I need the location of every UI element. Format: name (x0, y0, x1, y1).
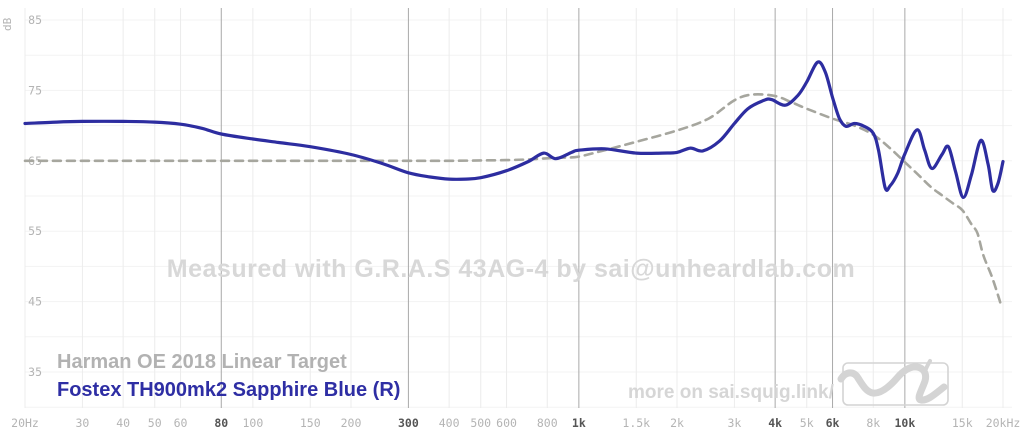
logo-squiggle-spur (922, 359, 932, 377)
y-tick-label: 75 (28, 83, 42, 97)
x-tick-label: 8k (866, 416, 880, 430)
x-tick-label: 15k (952, 416, 973, 430)
x-tick-label: 6k (826, 416, 840, 430)
curve-target (23, 93, 1003, 309)
x-tick-label: 300 (398, 416, 419, 430)
x-tick-label: 30 (75, 416, 89, 430)
y-tick-label: 85 (28, 13, 42, 27)
y-axis-unit-label: dB (1, 17, 14, 31)
x-tick-label: 4k (768, 416, 782, 430)
x-tick-label: 200 (341, 416, 362, 430)
x-tick-label: 20Hz (11, 416, 39, 430)
x-tick-label: 100 (242, 416, 263, 430)
x-tick-label: 80 (214, 416, 228, 430)
branding-link[interactable]: more on sai.squig.link/ (628, 382, 835, 403)
x-tick-label: 40 (116, 416, 130, 430)
x-tick-label: 5k (800, 416, 814, 430)
x-tick-label: 20kHz (986, 416, 1021, 430)
x-tick-label: 60 (174, 416, 188, 430)
curve-headphone (23, 60, 1005, 199)
y-tick-label: 65 (28, 154, 42, 168)
x-tick-label: 10k (894, 416, 915, 430)
x-tick-label: 800 (537, 416, 558, 430)
y-tick-label: 55 (28, 224, 42, 238)
x-tick-label: 1.5k (622, 416, 650, 430)
logo-box (842, 362, 949, 406)
x-tick-label: 400 (439, 416, 460, 430)
grid-layer: 20Hz 30 40 50 60 80 100 150 200 300 400 500 600 800 1k… (11, 8, 1020, 430)
x-tick-label: 1k (572, 416, 586, 430)
x-tick-label: 150 (300, 416, 321, 430)
legend-item-target[interactable]: Harman OE 2018 Linear Target (57, 351, 347, 373)
x-tick-label: 2k (670, 416, 684, 430)
watermark-text: Measured with G.R.A.S 43AG-4 by sai@unhe… (167, 255, 855, 283)
curves-layer (23, 60, 1005, 309)
x-tick-label: 3k (727, 416, 741, 430)
squiggle-logo (837, 359, 949, 406)
x-tick-label: 500 (470, 416, 491, 430)
y-tick-label: 45 (28, 295, 42, 309)
y-tick-label: 35 (28, 365, 42, 379)
logo-squiggle (837, 363, 948, 404)
x-tick-label: 50 (148, 416, 162, 430)
x-tick-label: 600 (496, 416, 517, 430)
legend-item-headphone[interactable]: Fostex TH900mk2 Sapphire Blue (R) (57, 379, 400, 401)
